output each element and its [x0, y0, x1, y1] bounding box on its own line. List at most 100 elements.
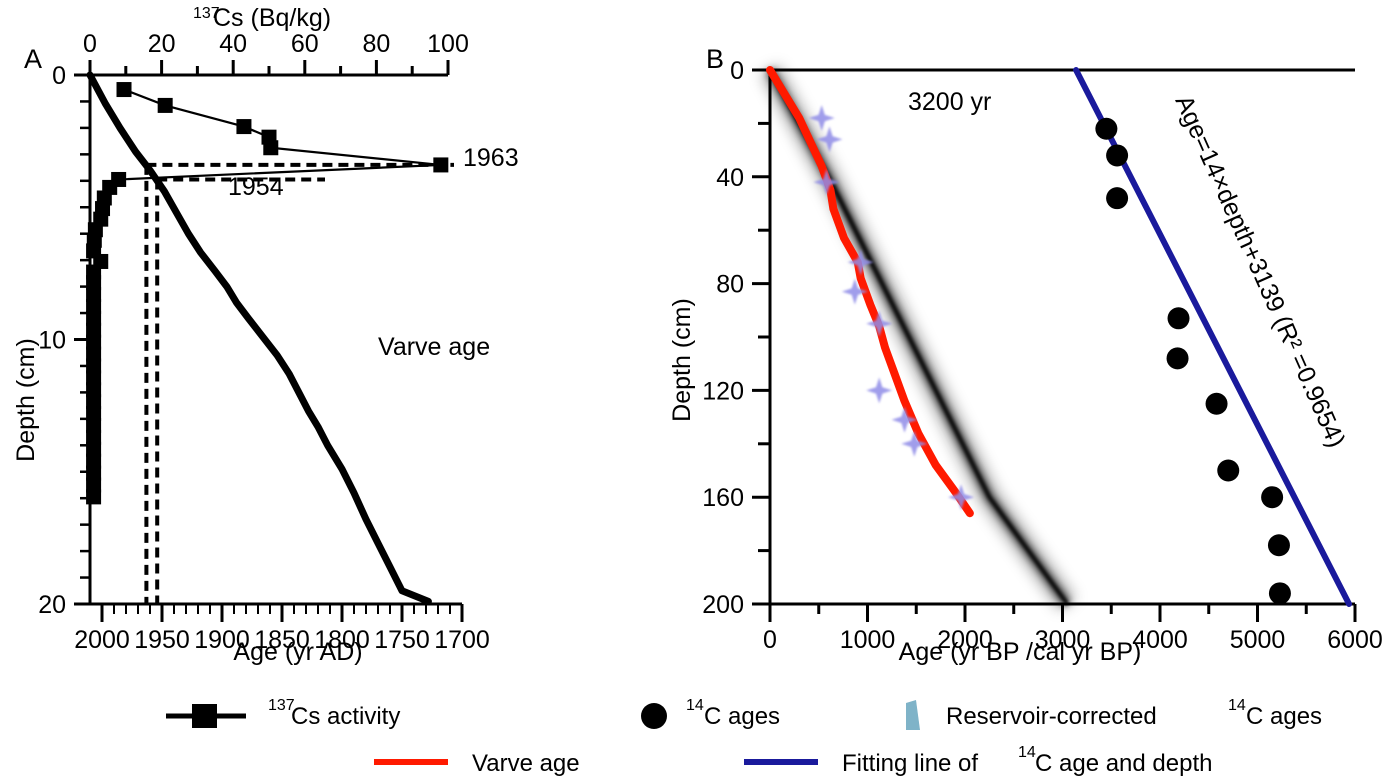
tick-label: 100: [427, 30, 469, 58]
c14-marker: [1261, 486, 1284, 509]
legend-fitting-line: Fitting line of 14 C age and depth: [744, 744, 1212, 777]
legend-c14-superscript: 14: [686, 697, 704, 714]
tick-label: 6000: [1327, 626, 1383, 654]
panel-b: B 0 40 80 120 160 200 0 1000 2000 3000 4000 5000 60…: [668, 44, 1383, 666]
tick-label: 2000: [74, 626, 130, 654]
cs137-marker: [86, 370, 102, 386]
tick-label: 0: [52, 62, 66, 90]
tick-label: 160: [702, 484, 744, 512]
panel-a-top-ticks: [88, 60, 450, 75]
cs137-marker: [86, 489, 102, 505]
panel-a-x-axis-title: Age (yr AD): [233, 638, 362, 666]
tick-label: 1850: [254, 626, 310, 654]
panel-a: A 137 Cs (Bq/kg) 0 20 40 60 80 100 0 10 20 Dept…: [12, 4, 519, 666]
tick-label: 4000: [1132, 626, 1188, 654]
reservoir-corrected-marker: [948, 484, 975, 511]
panel-b-y-axis-title: Depth (cm): [668, 298, 696, 422]
cs137-marker: [86, 477, 102, 493]
tick-label: 20: [148, 30, 176, 58]
tick-label: 0: [763, 626, 777, 654]
reservoir-corrected-marker: [841, 278, 868, 305]
annotation-varve-age: Varve age: [378, 333, 490, 361]
cs137-marker: [157, 97, 173, 113]
cs137-marker: [86, 322, 102, 338]
c14-marker: [1095, 117, 1118, 140]
tick-label: 0: [83, 30, 97, 58]
legend-reservoir-superscript: 14: [1228, 697, 1246, 714]
panel-a-top-tick-labels: 0 20 40 60 80 100: [83, 30, 469, 58]
cs137-marker: [86, 346, 102, 362]
legend-cs137-superscript: 137: [268, 697, 295, 714]
reservoir-corrected-marker: [891, 406, 918, 433]
c14-marker: [1106, 187, 1129, 210]
cs137-marker: [86, 358, 102, 374]
cs137-marker: [86, 334, 102, 350]
cs137-marker: [86, 417, 102, 433]
panel-b-left-tick-labels: 0 40 80 120 160 200: [702, 57, 744, 619]
cs137-marker: [86, 453, 102, 469]
tick-label: 1700: [434, 626, 490, 654]
panel-a-bottom-ticks: [100, 604, 464, 622]
tick-label: 40: [716, 164, 744, 192]
cs137-marker: [236, 119, 252, 135]
panel-b-axes: [768, 68, 1355, 606]
c14-marker: [1106, 144, 1129, 167]
tick-label: 1800: [314, 626, 370, 654]
tick-label: 1950: [134, 626, 190, 654]
figure-legend: 137 Cs activity 14 C ages Reservoir-corr…: [166, 697, 1322, 777]
panel-a-label: A: [24, 44, 42, 74]
tick-label: 40: [219, 30, 247, 58]
reservoir-corrected-marker: [901, 430, 928, 457]
tick-label: 2000: [937, 626, 993, 654]
panel-b-reservoir-corrected-markers: [808, 105, 975, 511]
panel-b-label: B: [706, 44, 724, 74]
reservoir-corrected-marker: [808, 105, 835, 132]
panel-b-c14-markers: [1095, 117, 1291, 605]
cs137-marker: [116, 82, 132, 98]
tick-label: 60: [291, 30, 319, 58]
tick-label: 3000: [1035, 626, 1091, 654]
annotation-1963: 1963: [463, 144, 519, 172]
cs137-marker: [433, 157, 449, 173]
annotation-3200yr: 3200 yr: [908, 88, 991, 116]
cs137-marker: [86, 465, 102, 481]
cs137-marker: [86, 275, 102, 291]
legend-light-blue-marker: [906, 700, 920, 730]
c14-marker: [1205, 392, 1228, 415]
tick-label: 1900: [194, 626, 250, 654]
cs137-marker: [86, 310, 102, 326]
panel-a-y-axis-title: Depth (cm): [12, 338, 40, 462]
legend-fitting-line-label-2: C age and depth: [1035, 750, 1212, 777]
tick-label: 80: [362, 30, 390, 58]
tick-label: 1750: [374, 626, 430, 654]
reservoir-corrected-marker: [847, 249, 874, 276]
c14-marker: [1217, 459, 1240, 482]
panel-b-left-ticks: [752, 68, 770, 606]
cs137-marker: [86, 441, 102, 457]
reservoir-corrected-marker: [866, 377, 893, 404]
legend-c14-ages: 14 C ages: [641, 697, 780, 730]
cs137-marker: [86, 382, 102, 398]
cs137-marker: [86, 406, 102, 422]
panel-a-left-tick-labels: 0 10 20: [38, 62, 66, 619]
tick-label: 200: [702, 591, 744, 619]
cs137-axis-title-text: Cs (Bq/kg): [213, 4, 331, 32]
legend-varve-age: Varve age: [374, 750, 580, 777]
legend-fitting-superscript: 14: [1018, 744, 1036, 761]
c14-marker: [1167, 307, 1190, 330]
tick-label: 80: [716, 271, 744, 299]
cs137-marker: [86, 429, 102, 445]
legend-c14-label: C ages: [704, 703, 780, 730]
panel-a-reference-lines: [144, 162, 454, 604]
cs137-superscript: 137: [193, 5, 220, 22]
tick-label: 10: [38, 327, 66, 355]
c14-marker: [1166, 347, 1189, 370]
legend-cs137-label: Cs activity: [291, 703, 400, 730]
panel-b-bottom-tick-labels: 0 1000 2000 3000 4000 5000 6000: [763, 626, 1383, 654]
legend-reservoir-corrected: Reservoir-corrected 14 C ages: [906, 697, 1322, 730]
tick-label: 120: [702, 377, 744, 405]
panel-b-x-axis-title: Age (yr BP /cal yr BP): [899, 638, 1142, 666]
tick-label: 1000: [840, 626, 896, 654]
cs137-marker: [86, 298, 102, 314]
